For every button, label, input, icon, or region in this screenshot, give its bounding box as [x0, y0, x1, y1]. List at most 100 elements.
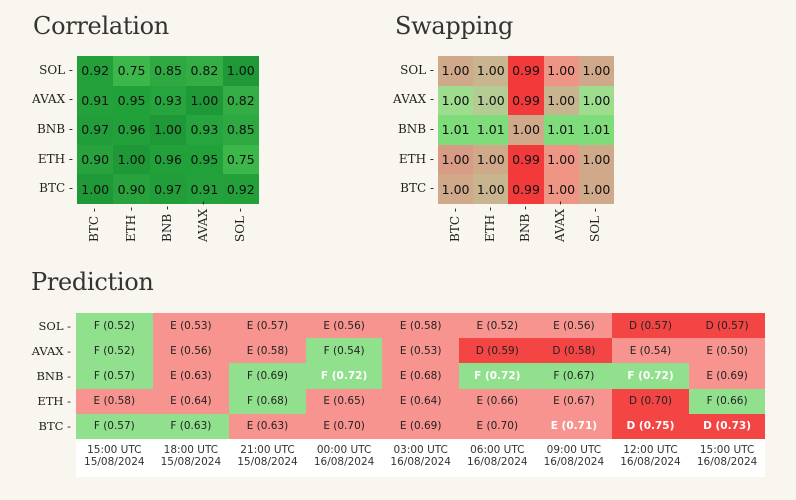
prediction-cell: E (0.53): [152, 313, 230, 339]
swapping-cell: 1.00: [578, 174, 614, 204]
swapping-cell: 1.00: [578, 56, 614, 86]
prediction-time-label: 21:00 UTC 15/08/2024: [237, 444, 298, 468]
swapping-cell: 1.00: [473, 144, 509, 175]
prediction-row-label: ETH -: [37, 394, 71, 409]
prediction-cell: E (0.63): [229, 413, 306, 439]
prediction-cell: F (0.67): [535, 363, 613, 389]
swapping-cell: 1.01: [473, 115, 509, 145]
swapping-row-label: BTC -: [400, 181, 434, 196]
prediction-cell: E (0.56): [152, 338, 230, 364]
swapping-cell: 1.01: [438, 115, 474, 145]
correlation-cell: 1.00: [186, 85, 223, 116]
prediction-cell: E (0.53): [382, 338, 459, 364]
swapping-cell: 0.99: [508, 56, 544, 86]
prediction-cell: F (0.72): [305, 363, 383, 389]
swapping-row-label: SOL -: [400, 62, 434, 77]
prediction-cell: E (0.57): [229, 313, 306, 339]
correlation-cell: 1.00: [113, 144, 150, 175]
prediction-cell: D (0.70): [612, 388, 689, 414]
prediction-cell: E (0.52): [459, 313, 536, 339]
correlation-row-label: AVAX -: [32, 92, 73, 107]
prediction-cell: E (0.58): [76, 388, 153, 414]
prediction-cell: E (0.67): [535, 388, 613, 414]
correlation-title: Correlation: [33, 12, 169, 40]
swapping-row-label: ETH -: [398, 151, 434, 166]
prediction-time-label: 12:00 UTC 16/08/2024: [620, 444, 681, 468]
prediction-cell: E (0.64): [382, 388, 459, 414]
correlation-col-label: SOL -: [232, 208, 247, 242]
prediction-cell: F (0.72): [459, 363, 536, 389]
correlation-row-label: BTC -: [39, 181, 73, 196]
swapping-cell: 1.01: [543, 115, 579, 145]
swapping-cell: 0.99: [508, 174, 544, 204]
correlation-cell: 0.82: [222, 85, 259, 116]
prediction-cell: E (0.56): [535, 313, 613, 339]
swapping-row-label: BNB -: [397, 122, 434, 136]
swapping-cell: 0.99: [508, 144, 544, 175]
prediction-cell: E (0.70): [305, 413, 383, 439]
swapping-title: Swapping: [395, 12, 514, 40]
prediction-cell: E (0.63): [152, 363, 230, 389]
prediction-row-label: AVAX -: [31, 343, 71, 358]
swapping-cell: 1.00: [543, 85, 579, 116]
prediction-time-axis: [76, 439, 766, 477]
correlation-col-label: BTC -: [87, 208, 102, 242]
swapping-cell: 1.00: [508, 115, 544, 145]
correlation-cell: 0.75: [222, 144, 259, 175]
prediction-time-label: 00:00 UTC 16/08/2024: [313, 444, 375, 468]
prediction-row-label: BTC -: [38, 419, 71, 434]
swapping-cell: 0.99: [508, 85, 544, 116]
correlation-row-label: BNB -: [36, 122, 73, 136]
prediction-cell: F (0.66): [688, 388, 766, 414]
correlation-col-label: BNB -: [160, 205, 174, 242]
correlation-cell: 0.85: [149, 56, 187, 86]
prediction-cell: F (0.57): [76, 363, 153, 389]
prediction-row-label: BNB -: [36, 369, 71, 383]
prediction-cell: F (0.54): [305, 338, 383, 364]
correlation-cell: 0.91: [186, 174, 223, 204]
prediction-cell: F (0.52): [76, 313, 153, 339]
correlation-cell: 0.95: [113, 85, 150, 116]
correlation-cell: 0.97: [149, 174, 187, 204]
swapping-row-label: AVAX -: [393, 92, 434, 107]
prediction-cell: D (0.58): [535, 338, 613, 364]
prediction-cell: E (0.71): [535, 413, 613, 439]
prediction-cell: D (0.57): [688, 313, 766, 339]
swapping-cell: 1.01: [578, 115, 614, 145]
swapping-col-label: AVAX -: [553, 201, 568, 242]
prediction-time-label: 03:00 UTC 16/08/2024: [390, 444, 451, 468]
correlation-cell: 0.75: [113, 56, 150, 86]
prediction-cell: E (0.58): [382, 313, 459, 339]
correlation-cell: 0.96: [113, 115, 150, 145]
correlation-cell: 0.92: [222, 174, 259, 204]
prediction-cell: D (0.73): [688, 413, 766, 439]
prediction-cell: E (0.64): [152, 388, 230, 414]
prediction-time-label: 06:00 UTC 16/08/2024: [467, 444, 528, 468]
prediction-cell: D (0.59): [459, 338, 536, 364]
prediction-time-label: 15:00 UTC 15/08/2024: [84, 444, 145, 468]
prediction-cell: F (0.72): [612, 363, 689, 389]
prediction-time-label: 09:00 UTC 16/08/2024: [543, 444, 605, 468]
correlation-cell: 1.00: [149, 115, 187, 145]
swapping-cell: 1.00: [438, 144, 474, 175]
swapping-col-label: BTC -: [447, 208, 462, 242]
swapping-cell: 1.00: [473, 174, 509, 204]
swapping-col-label: BNB -: [518, 205, 532, 242]
swapping-cell: 1.00: [438, 85, 474, 116]
prediction-cell: E (0.50): [688, 338, 766, 364]
prediction-title: Prediction: [31, 268, 154, 296]
swapping-cell: 1.00: [578, 85, 614, 116]
correlation-row-label: SOL -: [39, 62, 73, 77]
prediction-cell: E (0.69): [382, 413, 459, 439]
correlation-cell: 0.97: [77, 115, 114, 145]
swapping-cell: 1.00: [543, 174, 579, 204]
correlation-cell: 0.91: [77, 85, 114, 116]
correlation-cell: 0.95: [186, 144, 223, 175]
swapping-cell: 1.00: [438, 56, 474, 86]
correlation-cell: 0.96: [149, 144, 187, 175]
correlation-cell: 0.90: [113, 174, 150, 204]
prediction-cell: E (0.58): [229, 338, 306, 364]
correlation-cell: 1.00: [222, 56, 259, 86]
correlation-col-label: AVAX -: [196, 201, 211, 242]
correlation-cell: 0.90: [77, 144, 114, 175]
